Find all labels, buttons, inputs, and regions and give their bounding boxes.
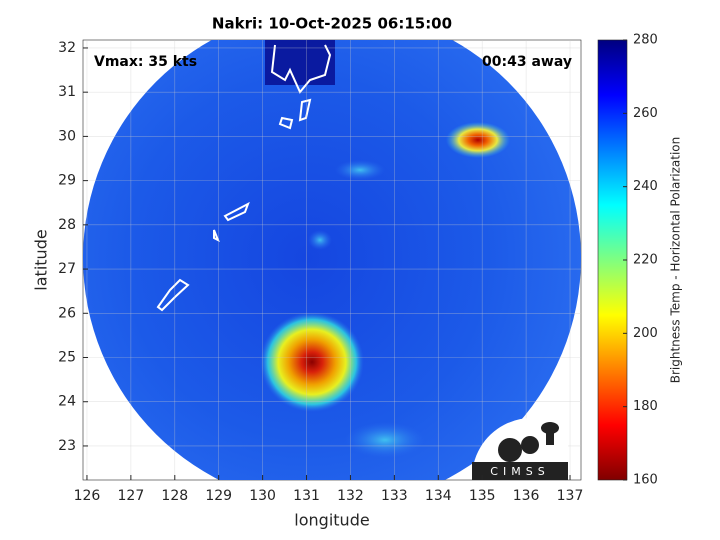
grid	[83, 40, 581, 480]
y-tick-label: 32	[58, 40, 76, 56]
x-tick-label: 130	[249, 488, 276, 504]
colorbar-tick-label: 180	[633, 399, 658, 414]
colorbar-tick-label: 260	[633, 106, 658, 121]
y-tick-label: 25	[58, 350, 76, 366]
y-tick-label: 26	[58, 305, 76, 321]
colorbar-tick-label: 160	[633, 473, 658, 488]
y-axis-label: latitude	[32, 229, 51, 290]
colorbar	[597, 39, 628, 481]
logo-text: CIMSS	[490, 465, 549, 478]
colorbar-tick-label: 200	[633, 326, 658, 341]
colorbar-tick-label: 240	[633, 179, 658, 194]
y-tick-label: 24	[58, 394, 76, 410]
x-tick-label: 134	[425, 488, 452, 504]
colorbar-label: Brightness Temp - Horizontal Polarizatio…	[669, 137, 683, 384]
image	[83, 40, 581, 480]
y-tick-label: 30	[58, 128, 76, 144]
y-tick-label: 29	[58, 173, 76, 189]
title: Nakri: 10-Oct-2025 06:15:00	[212, 15, 452, 33]
x-tick-label: 128	[161, 488, 188, 504]
x-tick-label: 127	[118, 488, 145, 504]
x-tick-label: 132	[337, 488, 364, 504]
y-tick-label: 23	[58, 438, 76, 454]
y-tick-label: 28	[58, 217, 76, 233]
logo: CIMSS	[471, 417, 568, 480]
x-tick-label: 129	[205, 488, 232, 504]
colorbar-tick-label: 220	[633, 253, 658, 268]
y-tick-label: 31	[58, 84, 76, 100]
x-tick-label: 136	[513, 488, 540, 504]
x-axis-label: longitude	[294, 511, 369, 530]
time-label: 00:43 away	[482, 54, 572, 70]
x-tick-label: 131	[293, 488, 320, 504]
x-tick-label: 135	[469, 488, 496, 504]
vmax-label: Vmax: 35 kts	[94, 54, 197, 70]
x-tick-label: 126	[74, 488, 101, 504]
x-tick-label: 133	[381, 488, 408, 504]
y-tick-label: 27	[58, 261, 76, 277]
colorbar-tick-label: 280	[633, 33, 658, 48]
x-tick-label: 137	[557, 488, 584, 504]
